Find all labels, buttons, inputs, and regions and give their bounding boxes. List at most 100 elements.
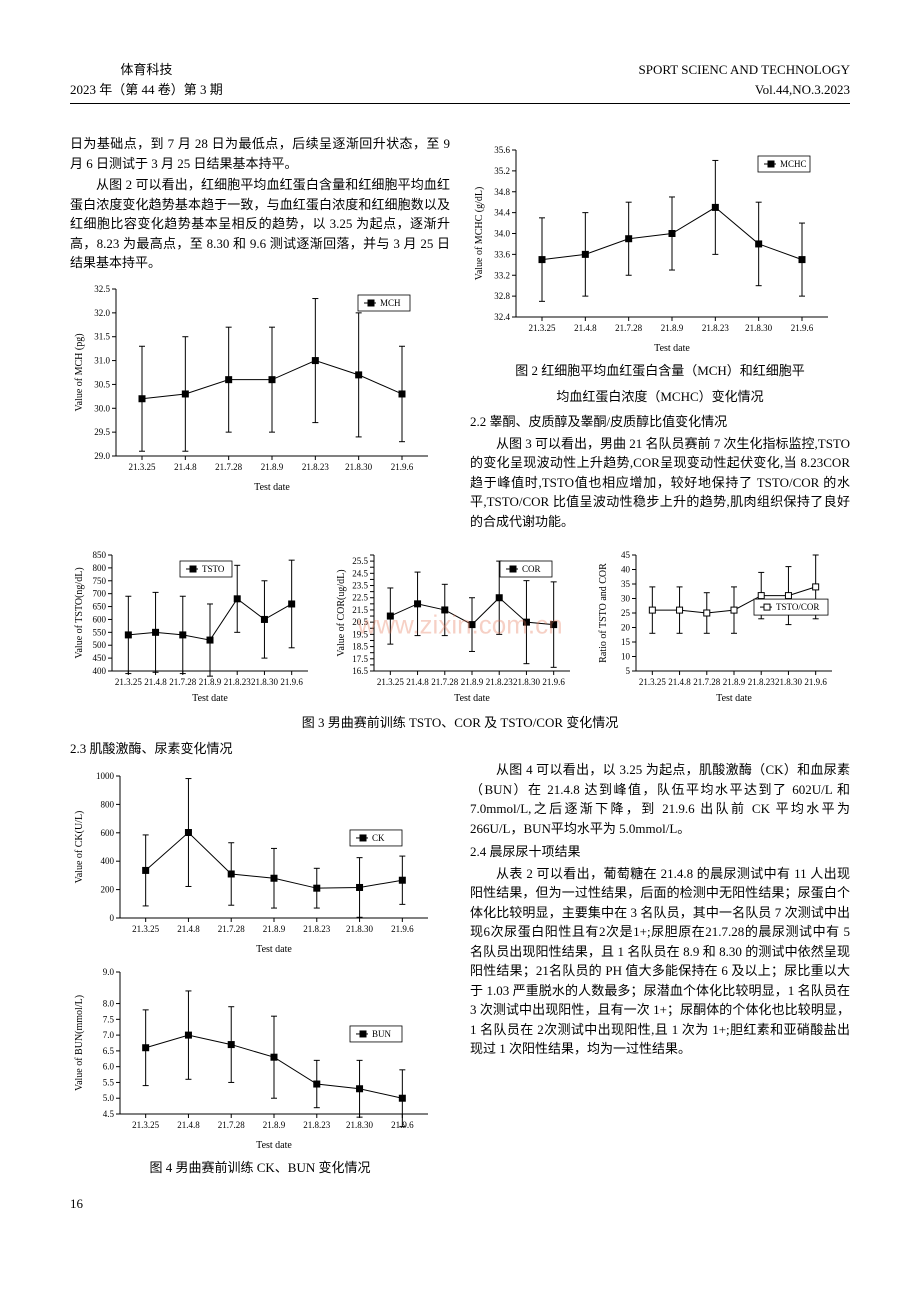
svg-text:34.8: 34.8	[494, 187, 510, 197]
svg-text:30.0: 30.0	[94, 403, 110, 413]
svg-text:Test date: Test date	[192, 693, 228, 704]
svg-text:29.0: 29.0	[94, 451, 110, 461]
paragraph-2: 从图 2 可以看出，红细胞平均血红蛋白含量和红细胞平均血红蛋白浓度变化趋势基本趋…	[70, 175, 450, 273]
svg-text:COR: COR	[522, 564, 541, 574]
svg-text:21.8.30: 21.8.30	[251, 677, 279, 687]
svg-text:Value of CK(U/L): Value of CK(U/L)	[74, 811, 85, 884]
svg-text:30: 30	[621, 594, 631, 604]
svg-text:21.8.23: 21.8.23	[486, 677, 514, 687]
svg-text:21.3.25: 21.3.25	[639, 677, 667, 687]
svg-text:30.5: 30.5	[94, 379, 110, 389]
svg-text:500: 500	[93, 640, 107, 650]
svg-text:TSTO/COR: TSTO/COR	[776, 602, 819, 612]
svg-text:21.7.28: 21.7.28	[169, 677, 197, 687]
left-column: 日为基础点，到 7 月 28 日为最低点，后续呈逐渐回升状态，至 9 月 6 日…	[70, 134, 450, 533]
svg-text:20: 20	[621, 623, 631, 633]
issue-en: Vol.44,NO.3.2023	[639, 80, 850, 100]
svg-text:31.0: 31.0	[94, 355, 110, 365]
svg-text:1000: 1000	[96, 771, 115, 781]
svg-text:550: 550	[93, 627, 107, 637]
fig4-caption: 图 4 男曲赛前训练 CK、BUN 变化情况	[70, 1158, 450, 1178]
svg-text:45: 45	[621, 550, 631, 560]
svg-text:700: 700	[93, 589, 107, 599]
svg-text:21.3.25: 21.3.25	[529, 323, 557, 333]
svg-text:6.5: 6.5	[103, 1046, 115, 1056]
svg-text:850: 850	[93, 550, 107, 560]
svg-text:21.8.23: 21.8.23	[303, 924, 331, 934]
svg-text:21.4.8: 21.4.8	[174, 462, 197, 472]
svg-text:Test date: Test date	[254, 482, 290, 493]
journal-title-cn: 体育科技	[70, 60, 223, 80]
right-column: 32.432.833.233.634.034.434.835.235.621.3…	[470, 134, 850, 533]
svg-text:15: 15	[621, 637, 631, 647]
svg-text:32.4: 32.4	[494, 312, 510, 322]
svg-text:Test date: Test date	[256, 1140, 292, 1151]
svg-text:21.4.8: 21.4.8	[177, 924, 200, 934]
ck-chart: 0200400600800100021.3.2521.4.821.7.2821.…	[70, 766, 450, 956]
svg-text:23.5: 23.5	[352, 581, 368, 591]
journal-title-en: SPORT SCIENC AND TECHNOLOGY	[639, 60, 850, 80]
svg-text:Value of MCH (pg): Value of MCH (pg)	[74, 333, 85, 411]
svg-text:21.3.25: 21.3.25	[377, 677, 405, 687]
top-columns: 日为基础点，到 7 月 28 日为最低点，后续呈逐渐回升状态，至 9 月 6 日…	[70, 134, 850, 533]
svg-text:Test date: Test date	[256, 944, 292, 955]
svg-text:21.8.9: 21.8.9	[263, 924, 286, 934]
svg-text:21.8.9: 21.8.9	[661, 323, 684, 333]
svg-text:21.7.28: 21.7.28	[431, 677, 459, 687]
svg-text:21.8.9: 21.8.9	[261, 462, 284, 472]
svg-text:6.0: 6.0	[103, 1062, 115, 1072]
svg-text:4.5: 4.5	[103, 1109, 115, 1119]
svg-text:Test date: Test date	[716, 693, 752, 704]
svg-text:Test date: Test date	[454, 693, 490, 704]
svg-text:32.0: 32.0	[94, 307, 110, 317]
svg-text:7.0: 7.0	[103, 1030, 115, 1040]
svg-text:21.8.30: 21.8.30	[775, 677, 803, 687]
svg-text:24.5: 24.5	[352, 568, 368, 578]
svg-text:21.4.8: 21.4.8	[668, 677, 691, 687]
svg-text:21.7.28: 21.7.28	[615, 323, 643, 333]
section-2-2-para: 从图 3 可以看出，男曲 21 名队员赛前 7 次生化指标监控,TSTO 的变化…	[470, 434, 850, 532]
svg-text:35.2: 35.2	[494, 166, 510, 176]
svg-text:16.5: 16.5	[352, 666, 368, 676]
svg-text:25: 25	[621, 608, 631, 618]
fig3-caption: 图 3 男曲赛前训练 TSTO、COR 及 TSTO/COR 变化情况	[70, 713, 850, 733]
svg-text:21.8.30: 21.8.30	[346, 924, 374, 934]
svg-text:800: 800	[101, 799, 115, 809]
svg-text:21.7.28: 21.7.28	[215, 462, 243, 472]
svg-text:21.8.23: 21.8.23	[224, 677, 252, 687]
svg-text:21.4.8: 21.4.8	[574, 323, 597, 333]
svg-text:21.8.23: 21.8.23	[748, 677, 776, 687]
svg-text:21.8.9: 21.8.9	[199, 677, 222, 687]
svg-text:Value of BUN(mmol/L): Value of BUN(mmol/L)	[74, 995, 85, 1091]
svg-text:29.5: 29.5	[94, 427, 110, 437]
svg-text:21.7.28: 21.7.28	[693, 677, 721, 687]
svg-text:800: 800	[93, 563, 107, 573]
svg-text:40: 40	[621, 565, 631, 575]
section-2-3-title: 2.3 肌酸激酶、尿素变化情况	[70, 739, 850, 759]
svg-text:10: 10	[621, 652, 631, 662]
svg-text:21.8.9: 21.8.9	[263, 1120, 286, 1130]
svg-text:Value of TSTO(ng/dL): Value of TSTO(ng/dL)	[74, 567, 85, 658]
svg-text:21.8.30: 21.8.30	[513, 677, 541, 687]
svg-text:21.9.6: 21.9.6	[542, 677, 565, 687]
svg-text:0: 0	[110, 913, 115, 923]
svg-text:35: 35	[621, 579, 631, 589]
svg-text:5: 5	[626, 666, 631, 676]
cor-chart: 16.517.518.519.520.521.522.523.524.525.5…	[332, 545, 588, 705]
svg-text:450: 450	[93, 653, 107, 663]
svg-text:Test date: Test date	[654, 343, 690, 354]
svg-text:33.2: 33.2	[494, 270, 510, 280]
svg-text:21.9.6: 21.9.6	[791, 323, 814, 333]
svg-text:18.5: 18.5	[352, 642, 368, 652]
svg-text:32.5: 32.5	[94, 284, 110, 294]
svg-text:21.3.25: 21.3.25	[132, 924, 160, 934]
section-2-4-title: 2.4 晨尿尿十项结果	[470, 842, 850, 862]
mch-chart: 29.029.530.030.531.031.532.032.521.3.252…	[70, 279, 450, 494]
section-2-4-para: 从表 2 可以看出，葡萄糖在 21.4.8 的晨尿测试中有 11 人出现阳性结果…	[470, 864, 850, 1059]
svg-text:21.8.23: 21.8.23	[702, 323, 730, 333]
svg-text:MCHC: MCHC	[780, 159, 807, 169]
section-2-2-title: 2.2 睾酮、皮质醇及睾酮/皮质醇比值变化情况	[470, 412, 850, 432]
svg-text:Value of MCHC (g/dL): Value of MCHC (g/dL)	[474, 187, 485, 281]
svg-text:31.5: 31.5	[94, 331, 110, 341]
fig2-caption-line1: 图 2 红细胞平均血红蛋白含量（MCH）和红细胞平	[470, 361, 850, 381]
